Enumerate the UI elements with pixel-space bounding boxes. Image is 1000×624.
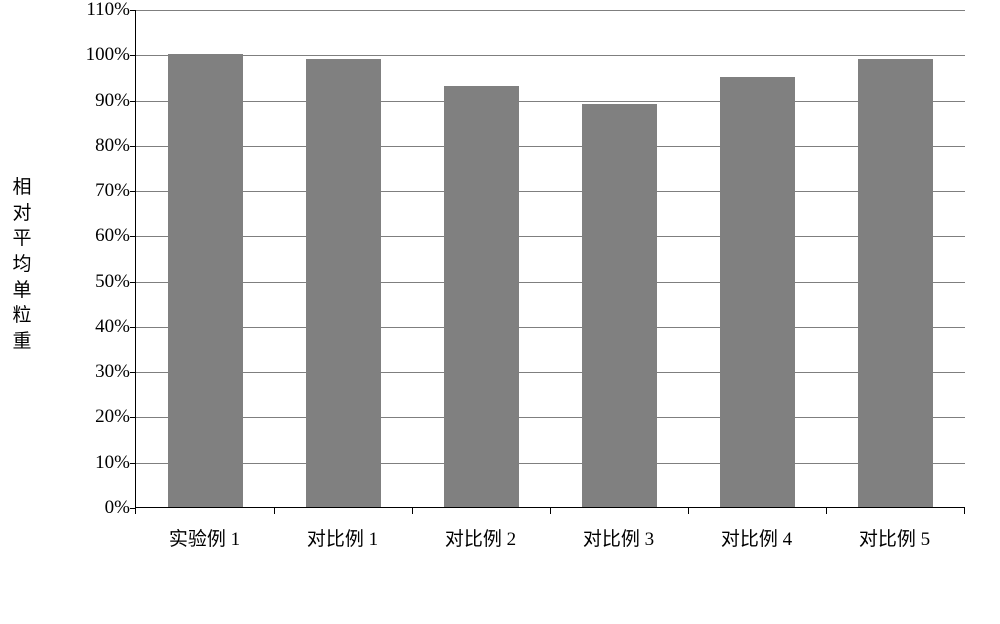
y-tick-label: 50% — [70, 271, 130, 293]
y-tick-label: 60% — [70, 225, 130, 247]
y-tick-label: 90% — [70, 90, 130, 112]
y-tick-label: 70% — [70, 180, 130, 202]
x-tick-label: 对比例 3 — [583, 524, 654, 551]
gridline — [136, 236, 965, 237]
y-axis-label: 相对平均单粒重 — [12, 175, 32, 354]
bar — [582, 104, 657, 507]
y-tick-mark — [130, 372, 136, 373]
x-tick-label: 对比例 5 — [859, 524, 930, 551]
bar — [306, 59, 381, 507]
x-tick-mark — [826, 508, 827, 514]
x-tick-mark — [274, 508, 275, 514]
y-tick-label: 0% — [70, 497, 130, 519]
bar — [168, 54, 243, 507]
y-tick-mark — [130, 101, 136, 102]
bar — [858, 59, 933, 507]
x-tick-mark — [688, 508, 689, 514]
x-tick-mark — [964, 508, 965, 514]
y-tick-label: 40% — [70, 316, 130, 338]
gridline — [136, 327, 965, 328]
x-tick-label: 对比例 4 — [721, 524, 792, 551]
gridline — [136, 10, 965, 11]
gridline — [136, 191, 965, 192]
x-tick-mark — [135, 508, 136, 514]
gridline — [136, 55, 965, 56]
plot-area — [135, 10, 965, 508]
bar — [720, 77, 795, 507]
y-tick-label: 20% — [70, 406, 130, 428]
bar — [444, 86, 519, 507]
gridline — [136, 463, 965, 464]
y-tick-label: 110% — [70, 0, 130, 21]
y-tick-label: 30% — [70, 361, 130, 383]
y-tick-mark — [130, 463, 136, 464]
x-tick-label: 对比例 2 — [445, 524, 516, 551]
y-tick-label: 80% — [70, 135, 130, 157]
x-tick-mark — [550, 508, 551, 514]
y-tick-mark — [130, 55, 136, 56]
gridline — [136, 372, 965, 373]
y-tick-mark — [130, 146, 136, 147]
y-tick-mark — [130, 191, 136, 192]
y-tick-mark — [130, 282, 136, 283]
x-tick-label: 对比例 1 — [307, 524, 378, 551]
gridline — [136, 282, 965, 283]
y-tick-label: 10% — [70, 452, 130, 474]
gridline — [136, 146, 965, 147]
gridline — [136, 101, 965, 102]
y-tick-mark — [130, 10, 136, 11]
x-tick-label: 实验例 1 — [169, 524, 240, 551]
y-tick-mark — [130, 236, 136, 237]
y-tick-label: 100% — [70, 44, 130, 66]
chart-container: 相对平均单粒重 0%10%20%30%40%50%60%70%80%90%100… — [70, 10, 990, 610]
x-tick-mark — [412, 508, 413, 514]
y-tick-mark — [130, 327, 136, 328]
gridline — [136, 417, 965, 418]
y-tick-mark — [130, 417, 136, 418]
